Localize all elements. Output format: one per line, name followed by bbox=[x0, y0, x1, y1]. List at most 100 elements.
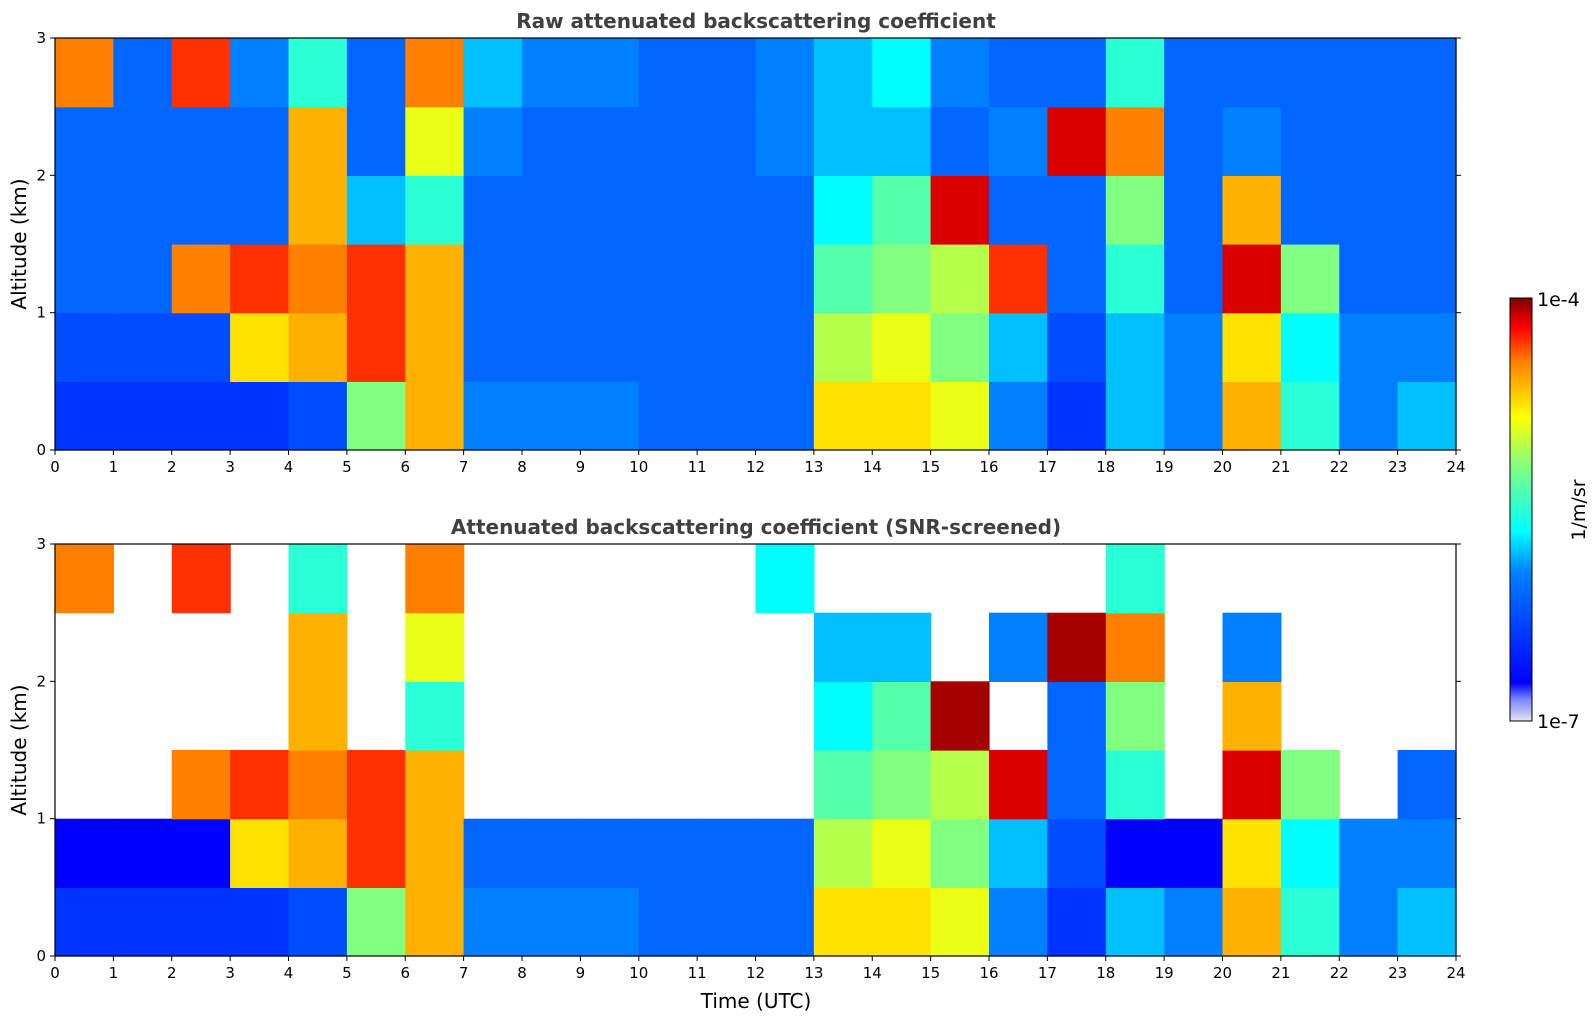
x-tick-label: 15 bbox=[921, 964, 940, 982]
heatmap-cell bbox=[288, 175, 348, 245]
x-axis-ticks-snr: 0 1 2 3 4 5 6 7 8 9 10 11 12 13 14 15 16 17 18 19 20 21 22 23 24 bbox=[50, 956, 1466, 982]
panel-title-snr: Attenuated backscattering coefficient (S… bbox=[451, 515, 1061, 539]
heatmap-cell bbox=[1105, 544, 1165, 614]
heatmap-cell bbox=[989, 175, 1048, 245]
heatmap-cell bbox=[55, 244, 114, 314]
x-tick-label: 0 bbox=[50, 458, 60, 476]
x-tick-label: 7 bbox=[459, 458, 469, 476]
heatmap-cell bbox=[1280, 818, 1340, 888]
heatmap-cell bbox=[1397, 750, 1457, 820]
heatmap-cell bbox=[989, 381, 1048, 451]
heatmap-cell bbox=[1105, 312, 1165, 382]
heatmap-cell bbox=[1280, 312, 1340, 382]
x-tick-label: 13 bbox=[804, 458, 823, 476]
heatmap-cell bbox=[755, 312, 815, 382]
heatmap-cell bbox=[697, 381, 757, 451]
heatmap-cell bbox=[1105, 681, 1165, 751]
heatmap-cell bbox=[697, 818, 757, 888]
heatmap-cell bbox=[463, 818, 523, 888]
heatmap-cell bbox=[755, 244, 815, 314]
heatmap-cell bbox=[1397, 887, 1457, 957]
heatmap-cell bbox=[1047, 612, 1107, 682]
x-tick-label: 24 bbox=[1446, 458, 1465, 476]
x-tick-label: 20 bbox=[1213, 458, 1232, 476]
heatmap-cell bbox=[1280, 750, 1340, 820]
heatmap-cell bbox=[405, 175, 465, 245]
heatmap-cell bbox=[872, 381, 932, 451]
heatmap-cell bbox=[405, 106, 465, 176]
heatmap-cell bbox=[405, 244, 465, 314]
heatmap-cell bbox=[522, 312, 581, 382]
heatmap-cell bbox=[1280, 106, 1340, 176]
heatmap-cell bbox=[55, 106, 114, 176]
heatmap-cell bbox=[288, 381, 348, 451]
heatmap-cell bbox=[55, 818, 114, 888]
heatmap-cell bbox=[580, 175, 640, 245]
x-tick-label: 1 bbox=[109, 458, 119, 476]
x-tick-label: 5 bbox=[342, 458, 352, 476]
x-tick-label: 17 bbox=[1038, 458, 1057, 476]
heatmap-cell bbox=[1397, 38, 1457, 108]
heatmap-cell bbox=[1397, 312, 1457, 382]
heatmap-cell bbox=[1397, 106, 1457, 176]
x-tick-label: 22 bbox=[1330, 458, 1349, 476]
heatmap-cell bbox=[1222, 750, 1282, 820]
heatmap-cell bbox=[405, 381, 465, 451]
x-tick-label: 2 bbox=[167, 964, 177, 982]
heatmap-cell bbox=[1339, 887, 1399, 957]
heatmap-cell bbox=[813, 175, 873, 245]
heatmap-cell bbox=[872, 175, 932, 245]
x-tick-label: 6 bbox=[400, 964, 410, 982]
x-tick-label: 10 bbox=[629, 458, 648, 476]
heatmap-cell bbox=[230, 244, 290, 314]
heatmap-cell bbox=[1222, 244, 1282, 314]
y-tick-label: 1 bbox=[36, 304, 46, 322]
heatmap-cell bbox=[346, 106, 406, 176]
heatmap-cell bbox=[522, 887, 581, 957]
heatmap-cell bbox=[405, 38, 465, 108]
heatmap-cell bbox=[288, 681, 348, 751]
heatmap-cell bbox=[697, 106, 757, 176]
heatmap-cell bbox=[1280, 244, 1340, 314]
heatmap-cell bbox=[405, 887, 465, 957]
y-tick-label: 3 bbox=[36, 535, 46, 553]
colorbar-min-label: 1e-7 bbox=[1537, 711, 1580, 733]
x-tick-label: 8 bbox=[517, 458, 527, 476]
heatmap-cell bbox=[1397, 381, 1457, 451]
heatmap-cell bbox=[55, 38, 114, 108]
x-tick-label: 14 bbox=[863, 964, 882, 982]
heatmap-cell bbox=[113, 312, 173, 382]
heatmap-cell bbox=[171, 38, 231, 108]
heatmap-cell bbox=[171, 750, 231, 820]
heatmap-cell bbox=[113, 38, 173, 108]
x-tick-label: 13 bbox=[804, 964, 823, 982]
heatmap-cell bbox=[813, 312, 873, 382]
x-tick-label: 3 bbox=[225, 458, 235, 476]
heatmap-cell bbox=[813, 887, 873, 957]
heatmap-cell bbox=[463, 175, 523, 245]
x-tick-label: 22 bbox=[1330, 964, 1349, 982]
heatmap-cell bbox=[113, 887, 173, 957]
heatmap-cell bbox=[697, 38, 757, 108]
heatmap-cell bbox=[697, 175, 757, 245]
heatmap-cell bbox=[813, 381, 873, 451]
heatmap-cell bbox=[1164, 818, 1224, 888]
heatmap-cell bbox=[755, 106, 815, 176]
heatmap-cell bbox=[930, 887, 990, 957]
x-tick-label: 19 bbox=[1155, 964, 1174, 982]
heatmap-cell bbox=[1047, 38, 1107, 108]
x-tick-label: 18 bbox=[1096, 964, 1115, 982]
heatmap-cell bbox=[171, 106, 231, 176]
heatmap-cell bbox=[989, 750, 1048, 820]
heatmap-cell bbox=[580, 244, 640, 314]
heatmap-cell bbox=[813, 106, 873, 176]
heatmap-cell bbox=[755, 381, 815, 451]
heatmap-cell bbox=[872, 681, 932, 751]
heatmap-cell bbox=[872, 750, 932, 820]
heatmap-cell bbox=[1105, 612, 1165, 682]
heatmap-cell bbox=[930, 681, 990, 751]
heatmap-cell bbox=[171, 175, 231, 245]
heatmap-cell bbox=[638, 175, 698, 245]
heatmap-cell bbox=[1280, 381, 1340, 451]
x-tick-label: 21 bbox=[1271, 458, 1290, 476]
